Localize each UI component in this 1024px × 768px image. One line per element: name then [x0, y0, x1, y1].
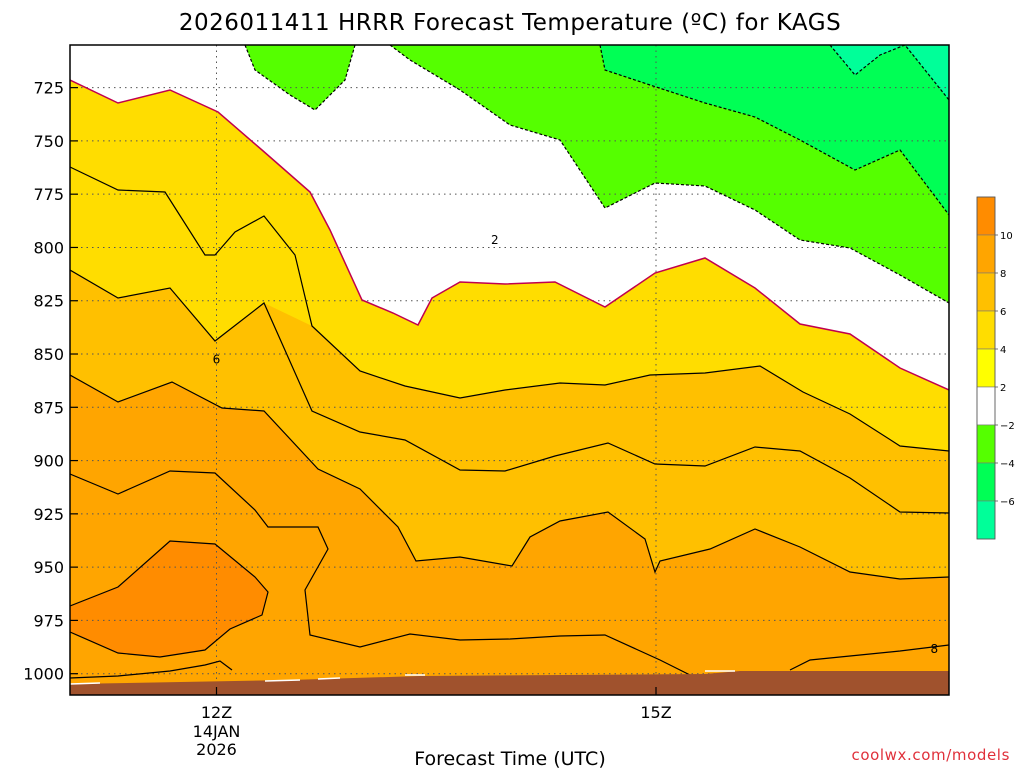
x-tick-label: 15Z	[640, 703, 671, 722]
color-bar-label: 10	[1000, 231, 1013, 242]
plot-frame	[69, 44, 950, 696]
contour-8-right	[789, 644, 949, 671]
x-tick-year: 2026	[196, 740, 237, 759]
y-tick-label: 1000	[23, 665, 64, 684]
color-swatch	[976, 386, 996, 426]
x-axis-label: Forecast Time (UTC)	[414, 748, 605, 768]
color-swatch	[976, 462, 996, 502]
contour-2	[70, 166, 949, 452]
y-tick-label: 950	[33, 558, 64, 577]
color-swatch	[976, 500, 996, 540]
band-m4-m2	[245, 45, 355, 110]
contour-0	[70, 79, 949, 391]
y-tick-label: 875	[33, 398, 64, 417]
y-tick-label: 800	[33, 238, 64, 257]
contour-10	[70, 540, 269, 658]
contour-6	[70, 374, 949, 580]
x-tick-date: 14JAN	[193, 722, 241, 741]
y-tick-label: 900	[33, 452, 64, 471]
color-swatch	[976, 272, 996, 312]
contour-minus4-left	[244, 45, 356, 111]
ground-surface	[70, 671, 949, 695]
y-tick-label: 925	[33, 505, 64, 524]
color-bar-label: −2	[1000, 421, 1015, 432]
contour-label: 6	[213, 352, 221, 366]
y-tick-label: 975	[33, 611, 64, 630]
x-axis: 12Z14JAN202615Z18Z21Z00Z15JAN03Z	[193, 687, 672, 759]
color-bar-frame	[976, 196, 996, 540]
color-bar-label: 4	[1000, 345, 1006, 356]
color-bar-label: −6	[1000, 497, 1015, 508]
color-bar-label: 6	[1000, 307, 1006, 318]
y-axis: 725 750 775 800 825 850 875 900 925 950 975 1000	[23, 79, 78, 684]
band-10-plus	[70, 541, 268, 657]
contour-label: 8	[931, 642, 939, 656]
x-tick-label: 12Z	[201, 703, 232, 722]
y-tick-label: 825	[33, 292, 64, 311]
plot-area: −420646688	[70, 45, 949, 695]
y-tick-label: 750	[33, 132, 64, 151]
color-swatch	[976, 196, 996, 236]
chart-title: 2026011411 HRRR Forecast Temperature (ºC…	[179, 10, 841, 36]
contour-label: 2	[491, 233, 499, 247]
contour-minus4	[599, 45, 949, 216]
color-bar-label: 2	[1000, 383, 1006, 394]
color-legend: 10 8 6 4 2 −2 −4 −6	[976, 196, 1015, 540]
ground-edge	[70, 670, 735, 685]
color-bar-label: −4	[1000, 459, 1015, 470]
credit-text: coolwx.com/models	[852, 746, 1011, 764]
y-tick-label: 775	[33, 185, 64, 204]
color-swatch	[976, 234, 996, 274]
contour-4	[70, 269, 949, 514]
contour-minus6	[829, 45, 949, 101]
band-below-m6	[830, 45, 949, 100]
color-bar-label: 8	[1000, 269, 1006, 280]
color-swatch	[976, 424, 996, 464]
y-tick-label: 850	[33, 345, 64, 364]
contour-8	[70, 470, 691, 676]
contour-lines	[70, 45, 949, 679]
color-swatch	[976, 310, 996, 350]
y-tick-label: 725	[33, 79, 64, 98]
contour-10-bottom	[70, 660, 233, 679]
contour-labels: −420646688	[213, 233, 939, 656]
color-swatch	[976, 348, 996, 388]
